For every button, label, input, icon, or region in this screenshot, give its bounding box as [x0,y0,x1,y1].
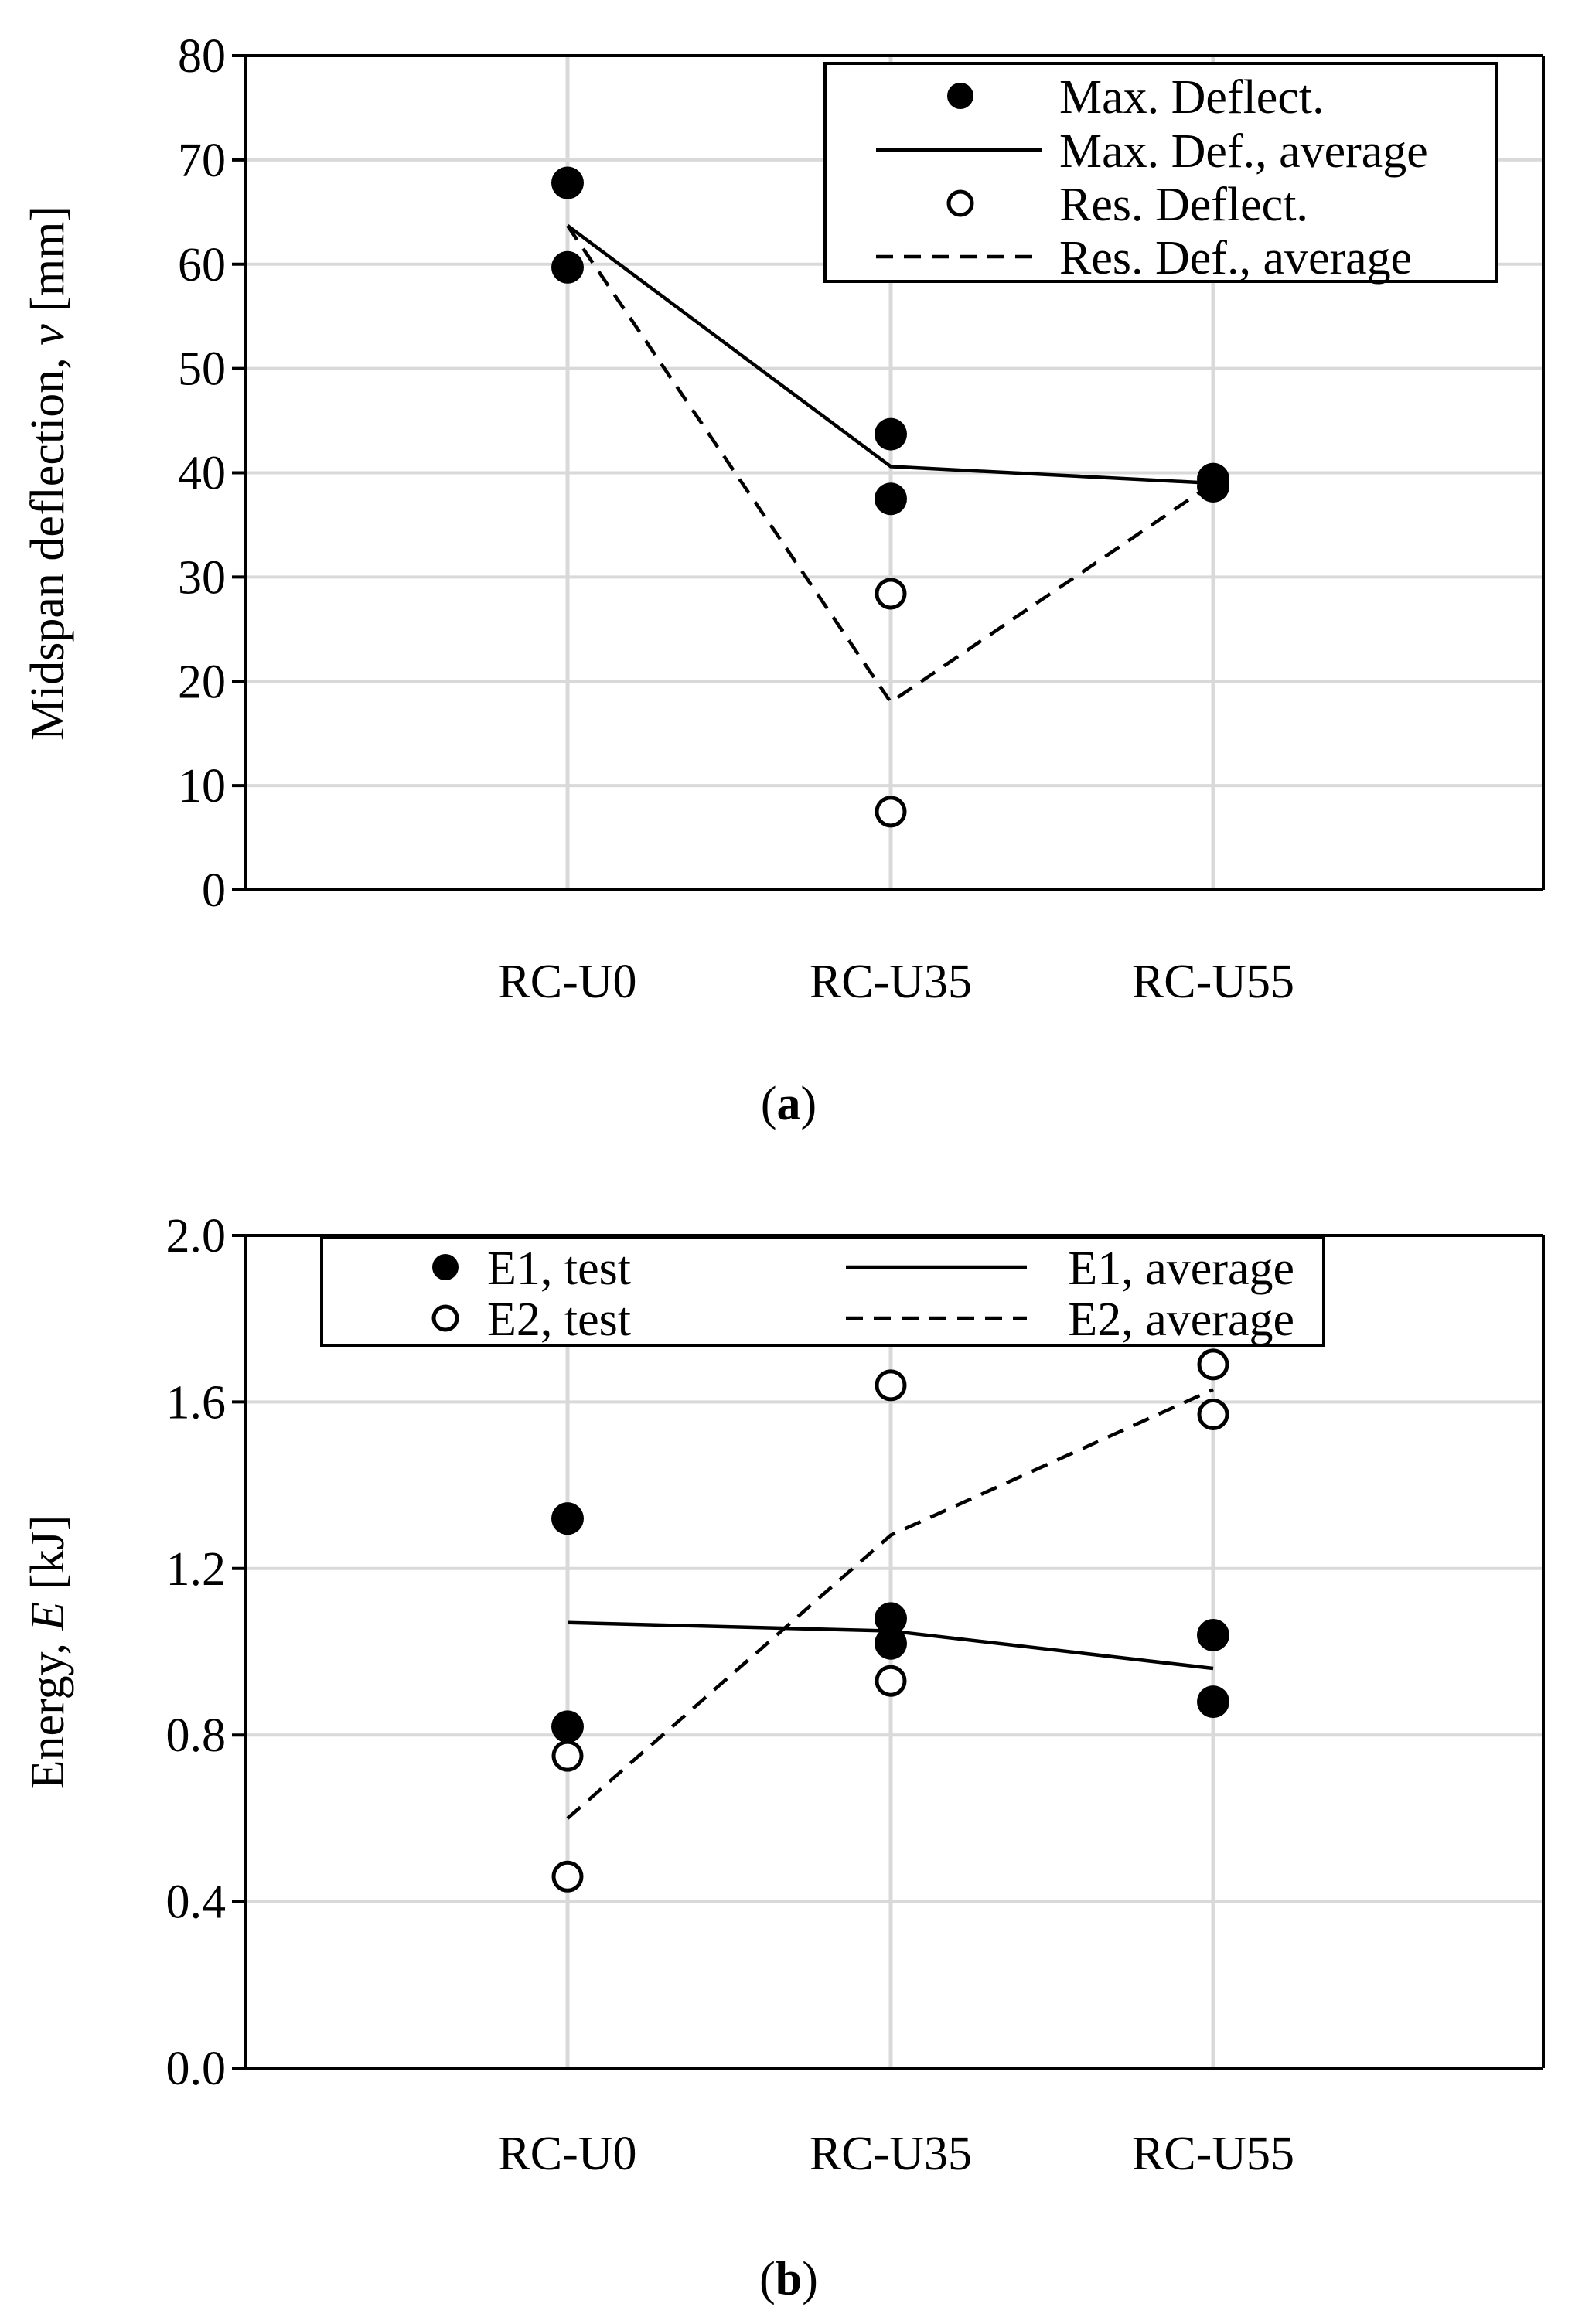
y-axis-label-variable: v [22,324,74,346]
y-tick-label: 80 [178,30,226,83]
series-line-e2-average [566,1388,1214,1820]
panel-label: (b) [759,2253,818,2305]
y-axis-label-unit: [kJ] [22,1515,74,1602]
legend-marker-filled [432,1254,459,1280]
y-axis-label-unit: [mm] [22,206,74,324]
legend-box [320,1235,1325,1347]
y-tick-label: 0.0 [166,2043,227,2095]
legend-label: E2, average [1068,1293,1294,1346]
filled-data-point [875,482,907,516]
open-data-point [875,1369,907,1402]
legend-box [823,62,1498,283]
y-tick-label: 40 [178,448,226,500]
legend-label: E1, test [487,1242,631,1295]
legend-label: Max. Def., average [1059,125,1428,178]
open-data-point [551,1860,584,1893]
legend-label: E2, test [487,1293,631,1346]
series-line-res-def-average [566,224,1215,705]
panel-label-open-paren: ( [759,2253,776,2305]
y-tick-label: 60 [178,239,226,291]
x-tick-label: RC-U35 [810,2128,972,2180]
x-tick-label: RC-U0 [498,956,636,1008]
filled-data-point [875,1627,907,1660]
panel-label-close-paren: ) [802,2253,818,2305]
open-data-point [875,578,907,610]
filled-data-point [875,417,907,451]
y-tick-label: 0.8 [166,1709,227,1762]
x-tick-label: RC-U55 [1132,2128,1294,2180]
y-tick-label: 2.0 [166,1210,227,1263]
y-axis-label: Energy, E [kJ] [22,1515,74,1790]
open-data-point [1197,1348,1229,1381]
open-data-point [875,1665,907,1697]
y-axis-label: Midspan deflection, v [mm] [22,206,74,741]
x-tick-label: RC-U55 [1132,956,1294,1008]
x-tick-label: RC-U35 [810,956,972,1008]
legend-marker-open [946,189,974,217]
y-tick-label: 0 [202,864,226,917]
y-tick-label: 10 [178,760,226,813]
filled-data-point [551,1710,584,1743]
panel-label-letter: b [776,2253,802,2305]
y-tick-label: 1.6 [166,1376,227,1429]
chart-panel-a: 0 10 20 30 40 50 60 70 80 RC-U0 RC-U35 RC-U55 Midspa… [22,30,1545,1130]
open-data-point [1197,1399,1229,1431]
legend-marker-open [431,1304,459,1332]
y-axis-label-prefix: Energy, [22,1631,74,1789]
chart-panel-b: 0.0 0.4 0.8 1.2 1.6 2.0 RC-U0 RC-U35 RC-U55 Energ… [22,1210,1545,2305]
series-line-max-def-average [566,224,1214,486]
panel-label: (a) [761,1078,817,1130]
filled-data-point [1197,1618,1229,1651]
panel-label-letter: a [777,1078,801,1130]
filled-data-point [875,1602,907,1635]
x-tick-label: RC-U0 [498,2128,636,2180]
y-tick-label: 70 [178,135,226,187]
filled-data-point [551,166,584,199]
filled-data-point [1197,470,1229,503]
legend-label: E1, average [1068,1242,1294,1295]
y-axis-label-prefix: Midspan deflection, [22,346,74,741]
open-data-point [551,1740,584,1772]
y-tick-label: 1.2 [166,1543,227,1596]
open-data-point [875,796,907,828]
filled-data-point [1197,1685,1229,1719]
legend-label: Max. Deflect. [1059,71,1325,124]
y-axis-label-variable: E [22,1602,74,1632]
y-tick-label: 0.4 [166,1876,227,1929]
y-tick-label: 30 [178,551,226,604]
y-tick-label: 20 [178,656,226,708]
legend-label: Res. Deflect. [1059,179,1308,231]
filled-data-point [551,1502,584,1535]
y-tick-label: 50 [178,343,226,396]
filled-data-point [551,250,584,284]
panel-label-open-paren: ( [761,1078,777,1130]
legend-marker-filled [947,83,973,109]
panel-label-close-paren: ) [801,1078,817,1130]
legend-label: Res. Def., average [1059,232,1412,285]
